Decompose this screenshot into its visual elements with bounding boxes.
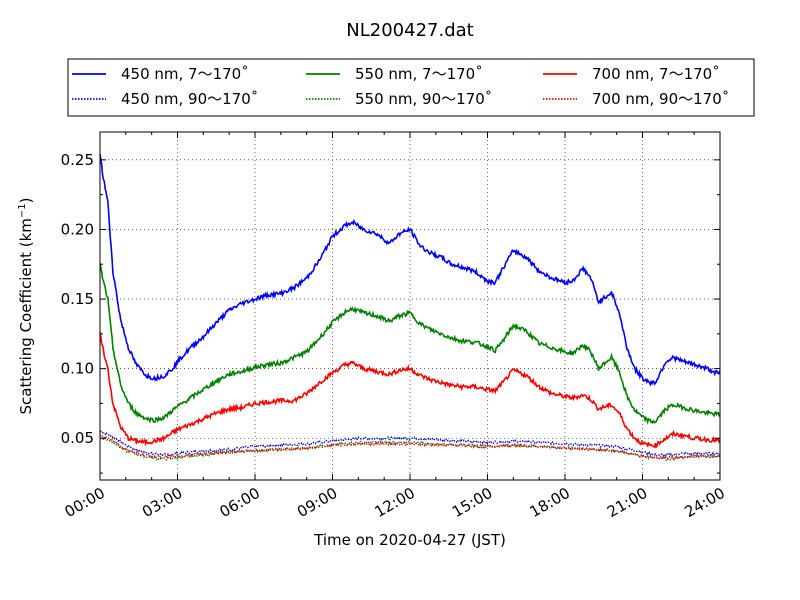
y-tick-label: 0.25 (61, 151, 94, 169)
legend: 450 nm, 7～170˚ 550 nm, 7～170˚ 700 nm, 7～17… (67, 58, 755, 117)
y-axis-label-main: Scattering Coefficient (km (17, 218, 35, 414)
x-tick-label: 00:00 (62, 484, 108, 521)
x-tick-label: 15:00 (449, 484, 495, 521)
legend-label: 450 nm, 90～170˚ (121, 90, 258, 108)
y-axis-label: Scattering Coefficient (km−1) (17, 197, 35, 414)
legend-label: 550 nm, 90～170˚ (355, 90, 492, 108)
x-tick-label: 12:00 (372, 484, 418, 521)
chart-title: NL200427.dat (346, 20, 473, 41)
x-tick-label: 09:00 (294, 484, 340, 521)
y-tick-label: 0.20 (61, 220, 94, 238)
series-line (99, 332, 721, 449)
legend-frame (67, 58, 755, 117)
series-line (99, 430, 721, 458)
x-axis-label: Time on 2020-04-27 (JST) (313, 531, 506, 549)
x-tick-label: 03:00 (139, 484, 185, 521)
series-line (99, 263, 721, 425)
legend-label: 700 nm, 90～170˚ (592, 90, 729, 108)
series-layer (99, 154, 721, 462)
x-tick-label: 18:00 (527, 484, 573, 521)
y-tick-label: 0.05 (61, 429, 94, 447)
y-tick-label: 0.10 (61, 360, 94, 378)
x-tick-label: 06:00 (217, 484, 263, 521)
legend-label: 700 nm, 7～170˚ (592, 65, 720, 83)
y-tick-label: 0.15 (61, 290, 94, 308)
series-line (99, 434, 721, 461)
x-tick-label: 21:00 (604, 484, 650, 521)
y-axis-label-close: ) (17, 197, 35, 203)
plot-frame (99, 131, 721, 481)
x-tick-label: 24:00 (682, 484, 728, 521)
legend-label: 450 nm, 7～170˚ (121, 65, 249, 83)
legend-label: 550 nm, 7～170˚ (355, 65, 483, 83)
series-line (99, 154, 721, 387)
y-axis-label-sup: −1 (17, 203, 28, 218)
